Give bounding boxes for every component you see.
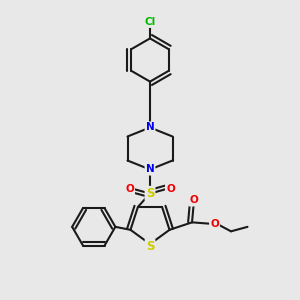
Text: N: N [146,122,154,133]
Text: O: O [125,184,134,194]
Text: S: S [146,187,154,200]
Text: N: N [146,164,154,175]
Text: O: O [189,195,198,206]
Text: Cl: Cl [144,17,156,27]
Text: O: O [210,219,219,229]
Text: O: O [166,184,175,194]
Text: S: S [146,240,154,253]
